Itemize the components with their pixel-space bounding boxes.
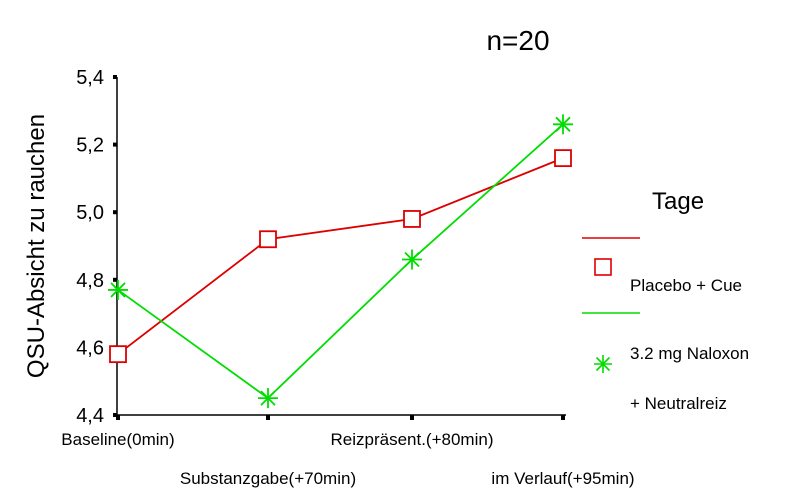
x-tick-label: im Verlauf(+95min) bbox=[491, 469, 634, 488]
series-line-2 bbox=[117, 123, 564, 400]
data-point-square bbox=[403, 210, 421, 228]
x-tick-mark bbox=[116, 415, 120, 420]
y-tick-mark bbox=[113, 413, 117, 417]
y-tick-mark bbox=[113, 142, 117, 147]
legend-title: Tage bbox=[652, 188, 704, 215]
y-ticks: 4,4 4,6 4,8 5,0 5,2 5,4 bbox=[76, 67, 117, 427]
y-tick-label: 4,8 bbox=[76, 270, 104, 292]
legend-marker-naloxon bbox=[594, 355, 612, 373]
data-point-asterisk bbox=[258, 388, 278, 409]
data-point-asterisk bbox=[108, 279, 128, 300]
data-point-square bbox=[554, 149, 572, 168]
data-point-asterisk bbox=[553, 114, 573, 135]
y-tick-mark bbox=[113, 75, 117, 79]
chart-title: n=20 bbox=[486, 25, 549, 56]
legend-label-naloxon-1: 3.2 mg Naloxon bbox=[630, 344, 749, 363]
x-tick-label: Reizpräsent.(+80min) bbox=[331, 430, 494, 449]
legend-marker-placebo bbox=[594, 258, 612, 276]
x-tick-mark bbox=[561, 415, 565, 420]
y-tick-mark bbox=[113, 277, 117, 282]
x-tick-label: Baseline(0min) bbox=[61, 430, 174, 449]
x-tick-label: Substanzgabe(+70min) bbox=[180, 469, 356, 488]
legend-label-naloxon-2: + Neutralreiz bbox=[630, 394, 727, 413]
x-tick-mark bbox=[266, 415, 270, 420]
y-tick-label: 5,2 bbox=[76, 135, 104, 157]
data-point-square bbox=[109, 345, 127, 364]
y-tick-label: 5,4 bbox=[76, 67, 104, 89]
x-tick-mark bbox=[410, 415, 414, 420]
x-ticks: Baseline(0min) Substanzgabe(+70min) Reizpr… bbox=[61, 415, 635, 488]
legend: Tage Placebo + Cue 3.2 mg Naloxon + Neut… bbox=[582, 188, 749, 413]
series-group bbox=[108, 114, 573, 409]
y-tick-label: 5,0 bbox=[76, 202, 104, 224]
series-line-1 bbox=[117, 157, 564, 355]
y-tick-label: 4,4 bbox=[76, 405, 104, 427]
y-tick-label: 4,6 bbox=[76, 337, 104, 359]
legend-label-placebo: Placebo + Cue bbox=[630, 276, 742, 295]
data-point-asterisk bbox=[402, 249, 422, 270]
data-point-square bbox=[259, 230, 277, 249]
y-axis-label: QSU-Absicht zu rauchen bbox=[23, 114, 50, 378]
y-tick-mark bbox=[113, 210, 117, 215]
